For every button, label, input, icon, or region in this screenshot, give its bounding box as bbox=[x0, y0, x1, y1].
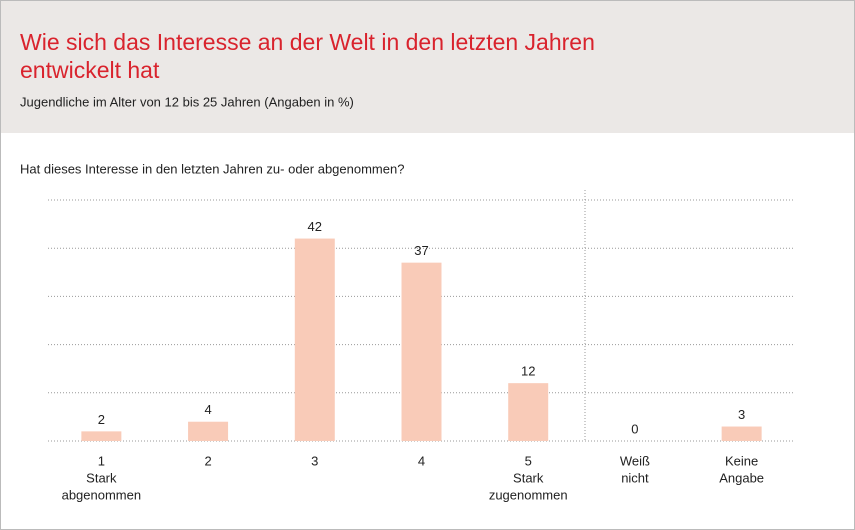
x-tick-label: abgenommen bbox=[62, 487, 142, 502]
x-tick-label: Stark bbox=[86, 470, 117, 485]
value-label: 37 bbox=[414, 243, 428, 258]
value-label: 4 bbox=[204, 402, 211, 417]
value-label: 42 bbox=[308, 219, 322, 234]
value-label: 0 bbox=[631, 421, 638, 436]
bar bbox=[721, 426, 762, 441]
x-tick-label: Keine bbox=[725, 453, 758, 468]
chart-subtitle: Jugendliche im Alter von 12 bis 25 Jahre… bbox=[20, 94, 354, 109]
value-label: 12 bbox=[521, 364, 535, 379]
x-tick-label: 1 bbox=[98, 453, 105, 468]
bar bbox=[188, 421, 229, 441]
bar bbox=[401, 262, 442, 441]
question: Hat dieses Interesse in den letzten Jahr… bbox=[20, 161, 404, 176]
x-tick-label: 4 bbox=[418, 453, 425, 468]
x-tick-label: nicht bbox=[621, 470, 649, 485]
chart-title: Wie sich das Interesse an der Welt in de… bbox=[20, 29, 601, 83]
header bbox=[1, 1, 854, 133]
x-tick-label: Weiß bbox=[620, 453, 650, 468]
value-label: 2 bbox=[98, 412, 105, 427]
value-label: 3 bbox=[738, 407, 745, 422]
x-tick-label: 5 bbox=[525, 453, 532, 468]
bar bbox=[81, 431, 122, 441]
x-tick-label: Angabe bbox=[719, 470, 764, 485]
x-tick-label: 2 bbox=[204, 453, 211, 468]
bar bbox=[508, 383, 549, 441]
x-tick-label: Stark bbox=[513, 470, 544, 485]
bar bbox=[294, 238, 335, 441]
x-tick-label: zugenommen bbox=[489, 487, 568, 502]
x-tick-label: 3 bbox=[311, 453, 318, 468]
